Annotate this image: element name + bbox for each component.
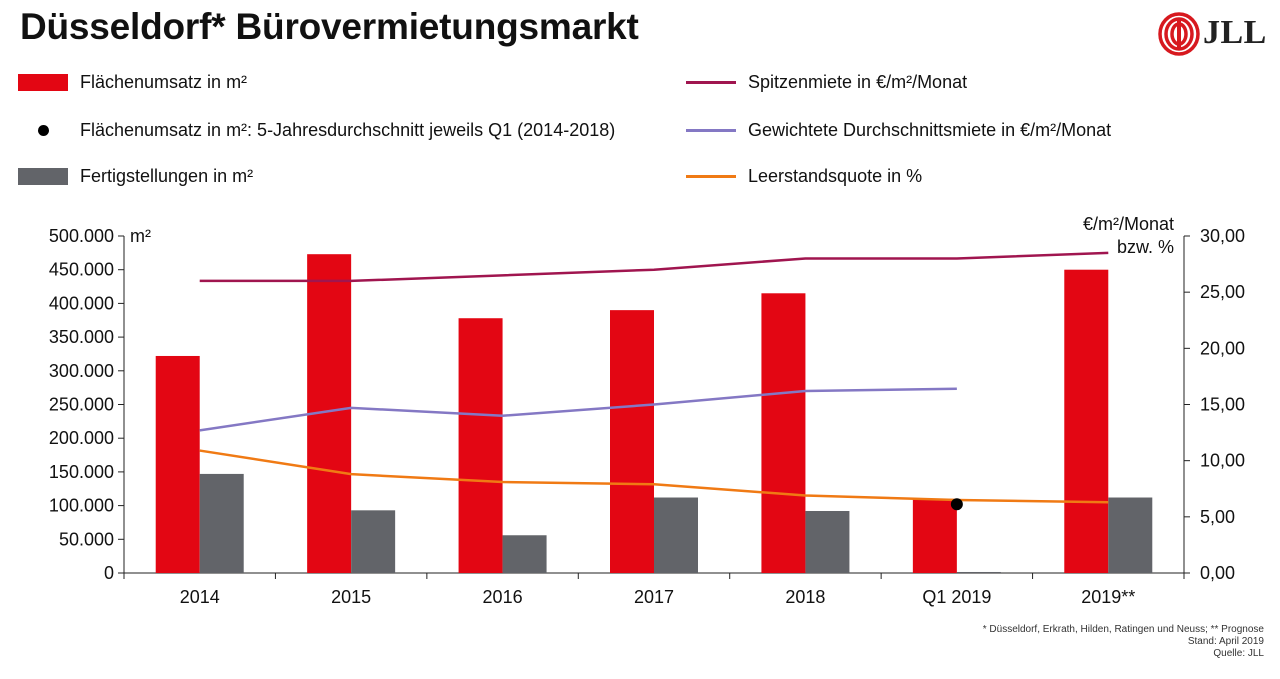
left-axis-tick-label: 300.000 xyxy=(49,361,114,381)
bar-fertigstellungen xyxy=(199,473,244,573)
jll-logo: JLL xyxy=(1157,12,1267,60)
left-axis-tick-label: 400.000 xyxy=(49,293,114,313)
left-axis-unit-label: m² xyxy=(130,226,151,246)
legend-swatch-fertigstellungen xyxy=(18,168,68,185)
legend-flaechenumsatz: Flächenumsatz in m² xyxy=(18,72,247,93)
x-axis-tick-label: 2018 xyxy=(785,587,825,607)
legend-swatch-spitzenmiete xyxy=(686,81,736,84)
x-axis-tick-label: 2014 xyxy=(180,587,220,607)
legend-durchschnitt: Flächenumsatz in m²: 5-Jahresdurchschnit… xyxy=(18,120,615,141)
left-axis-tick-label: 200.000 xyxy=(49,428,114,448)
legend-label-leerstandsquote: Leerstandsquote in % xyxy=(748,166,923,186)
x-axis-tick-label: 2015 xyxy=(331,587,371,607)
legend-swatch-durchschnittsmiete xyxy=(686,129,736,132)
bar-flaechenumsatz xyxy=(1064,269,1109,573)
bar-fertigstellungen xyxy=(502,535,547,573)
legend-spitzenmiete: Spitzenmiete in €/m²/Monat xyxy=(686,72,967,93)
right-axis-tick-label: 30,00 xyxy=(1200,226,1245,246)
legend-durchschnittsmiete: Gewichtete Durchschnittsmiete in €/m²/Mo… xyxy=(686,120,1111,141)
right-axis-tick-label: 10,00 xyxy=(1200,451,1245,471)
right-axis-tick-label: 15,00 xyxy=(1200,395,1245,415)
left-axis-tick-label: 450.000 xyxy=(49,260,114,280)
legend-label-durchschnittsmiete: Gewichtete Durchschnittsmiete in €/m²/Mo… xyxy=(748,120,1112,140)
footnote: * Düsseldorf, Erkrath, Hilden, Ratingen … xyxy=(983,624,1264,660)
x-axis-tick-label: 2017 xyxy=(634,587,674,607)
right-axis-tick-label: 0,00 xyxy=(1200,563,1235,583)
left-axis-tick-label: 250.000 xyxy=(49,395,114,415)
left-axis-tick-label: 150.000 xyxy=(49,462,114,482)
footnote-line: * Düsseldorf, Erkrath, Hilden, Ratingen … xyxy=(982,624,1264,635)
legend-label-flaechenumsatz: Flächenumsatz in m² xyxy=(80,72,248,92)
x-axis-tick-label: 2019** xyxy=(1081,587,1135,607)
bar-fertigstellungen xyxy=(805,510,850,573)
bar-flaechenumsatz xyxy=(761,293,806,573)
point-5-jahresdurchschnitt xyxy=(950,498,963,511)
left-axis-tick-label: 500.000 xyxy=(49,226,114,246)
right-axis-unit-label: bzw. % xyxy=(1117,237,1174,257)
legend-fertigstellungen: Fertigstellungen in m² xyxy=(18,166,253,187)
right-axis-tick-label: 20,00 xyxy=(1200,338,1245,358)
footnote-line: Stand: April 2019 xyxy=(1187,636,1264,647)
bar-fertigstellungen xyxy=(956,571,1001,573)
left-axis-tick-label: 100.000 xyxy=(49,496,114,516)
bar-flaechenumsatz xyxy=(912,498,957,573)
legend-label-durchschnitt: Flächenumsatz in m²: 5-Jahresdurchschnit… xyxy=(80,120,616,140)
bar-flaechenumsatz xyxy=(610,310,654,573)
right-axis-tick-label: 5,00 xyxy=(1200,507,1235,527)
bar-fertigstellungen xyxy=(1108,497,1153,573)
legend-swatch-flaechenumsatz xyxy=(18,74,68,91)
x-axis-tick-label: 2016 xyxy=(483,587,523,607)
line-durchschnittsmiete xyxy=(199,387,957,432)
bar-flaechenumsatz xyxy=(458,318,503,573)
left-axis-tick-label: 50.000 xyxy=(59,529,114,549)
jll-logo-text: JLL xyxy=(1203,14,1267,51)
bar-fertigstellungen xyxy=(351,510,396,573)
page-title: Düsseldorf* Bürovermietungsmarkt xyxy=(20,6,639,47)
bar-flaechenumsatz xyxy=(155,355,200,573)
legend-label-spitzenmiete: Spitzenmiete in €/m²/Monat xyxy=(748,72,968,92)
left-axis-tick-label: 0 xyxy=(104,563,114,583)
legend-swatch-durchschnitt xyxy=(37,125,49,136)
legend-swatch-leerstandsquote xyxy=(686,175,736,178)
footnote-line: Quelle: JLL xyxy=(1213,648,1264,659)
bar-fertigstellungen xyxy=(654,497,698,573)
right-axis-unit-label: €/m²/Monat xyxy=(1083,214,1174,234)
legend-leerstandsquote: Leerstandsquote in % xyxy=(686,166,922,187)
legend-label-fertigstellungen: Fertigstellungen in m² xyxy=(80,166,254,186)
x-axis-tick-label: Q1 2019 xyxy=(922,587,991,607)
line-spitzenmiete xyxy=(199,251,1109,283)
jll-logo-mark xyxy=(1158,12,1200,56)
left-axis-tick-label: 350.000 xyxy=(49,327,114,347)
right-axis-tick-label: 25,00 xyxy=(1200,282,1245,302)
